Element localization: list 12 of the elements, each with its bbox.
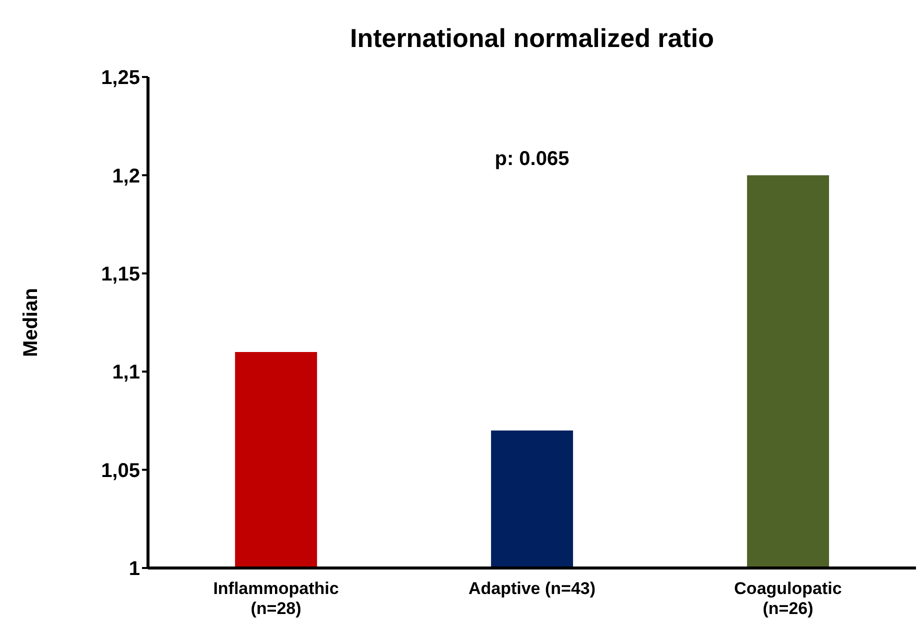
x-tick-label: Coagulopatic (n=26) xyxy=(734,579,842,618)
annotation: p: 0.065 xyxy=(494,148,570,170)
y-tick-label: 1,25 xyxy=(101,67,140,90)
x-tick-label: Inflammopathic (n=28) xyxy=(213,579,339,618)
y-axis-title: Median xyxy=(20,288,42,357)
y-tick-label: 1,2 xyxy=(112,165,140,188)
chart-title: International normalized ratio xyxy=(348,22,716,55)
y-tick-label: 1 xyxy=(128,558,140,580)
y-tick-label: 1,15 xyxy=(101,264,140,286)
y-tick-label: 1,1 xyxy=(112,362,140,384)
y-tick-label: 1,05 xyxy=(101,460,140,482)
x-tick-label: Adaptive (n=43) xyxy=(468,579,596,598)
